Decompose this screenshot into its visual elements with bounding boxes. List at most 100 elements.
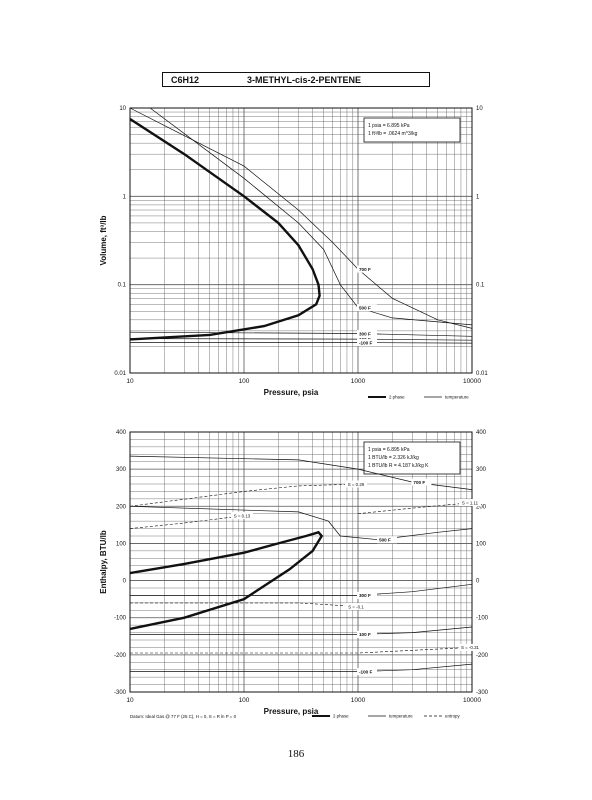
x-tick-label: 100 xyxy=(239,378,250,385)
plot-frame xyxy=(129,107,473,374)
page-number: 186 xyxy=(287,748,305,760)
isotherm-line xyxy=(129,338,473,341)
chart-panel-volume: 10 100 1000 100000.010.11100.010.1110Pressu… xyxy=(99,106,488,400)
y-tick-label-left: 200 xyxy=(116,504,127,510)
x-tick-label: 10000 xyxy=(463,378,481,385)
isotherm-line xyxy=(130,583,473,596)
isotherm-label: -100 F xyxy=(359,340,372,345)
y-tick-label-right: 0.1 xyxy=(476,283,485,289)
two-phase-curve xyxy=(129,530,324,631)
y-tick-label-left: 1 xyxy=(123,194,127,200)
legend-label: 2 phase xyxy=(333,714,349,719)
datum-footnote: Datum: Ideal Gas @ 77 F (25 C), H = 0, S… xyxy=(130,714,237,719)
isotherm-label-bg xyxy=(357,304,377,312)
x-tick-label: 10 xyxy=(126,378,134,385)
chart-panel-enthalpy: 10 100 1000 10000-300-200-1000100200300400-… xyxy=(99,430,489,719)
entropy-label-bg xyxy=(345,480,367,488)
isotherm-label-bg xyxy=(357,591,377,599)
entropy-label: S = 1.11 xyxy=(462,500,479,505)
two-phase-curve xyxy=(129,117,321,341)
x-axis-label: Pressure, psia xyxy=(264,388,319,397)
isotherm-line xyxy=(130,626,473,635)
isotherm-label-bg xyxy=(357,630,377,638)
y-tick-label-left: 0.1 xyxy=(118,283,127,289)
entropy-line xyxy=(130,647,473,654)
conversion-box xyxy=(363,117,461,143)
entropy-line xyxy=(129,483,359,507)
y-tick-label-right: 400 xyxy=(476,430,487,436)
x-tick-label: 1000 xyxy=(351,697,366,704)
y-tick-label-right: 10 xyxy=(476,106,483,112)
y-tick-label-left: 300 xyxy=(116,467,127,473)
y-tick-label-left: -300 xyxy=(114,690,127,696)
x-tick-label: 10000 xyxy=(463,697,481,704)
y-tick-label-right: 200 xyxy=(476,504,487,510)
compound-formula: C6H12 xyxy=(171,75,200,85)
chart-title-box: C6H12 3-METHYL-cis-2-PENTENE xyxy=(162,72,430,87)
y-tick-label-left: 0.01 xyxy=(114,371,126,377)
isotherm-label: 300 F xyxy=(359,593,371,598)
entropy-label-bg xyxy=(459,643,481,651)
y-tick-label-left: 400 xyxy=(116,430,127,436)
x-axis-label: Pressure, psia xyxy=(264,707,319,716)
y-tick-label-right: -300 xyxy=(476,690,489,696)
y-tick-label-left: 100 xyxy=(116,541,127,547)
y-tick-label-right: 0 xyxy=(476,579,480,585)
entropy-label: S = -0.31 xyxy=(461,645,479,650)
conversion-text: 1 psia = 6.895 kPa xyxy=(368,447,410,453)
isotherm-label: -100 F xyxy=(359,669,372,674)
y-axis-label: Enthalpy, BTU/lb xyxy=(99,530,108,594)
conversion-text: 1 psia = 6.895 kPa xyxy=(368,123,410,129)
y-tick-label-left: 10 xyxy=(119,106,126,112)
isotherm-label-bg xyxy=(357,265,377,273)
isotherm-label: 500 F xyxy=(379,538,391,543)
legend-label: temperature xyxy=(445,395,469,400)
legend-label: entropy xyxy=(445,714,460,719)
conversion-text: 1 BTU/lb = 2.326 kJ/kg xyxy=(368,455,419,461)
isotherm-label: 500 F xyxy=(359,305,371,310)
y-tick-label-right: -100 xyxy=(476,616,489,622)
y-axis-label: Volume, ft³/lb xyxy=(99,215,108,265)
entropy-label-bg xyxy=(345,603,367,611)
isotherm-label-bg xyxy=(357,668,377,676)
x-tick-label: 100 xyxy=(239,697,250,704)
y-tick-label-right: 0.01 xyxy=(476,371,488,377)
isotherm-line xyxy=(129,505,473,541)
legend-label: temperature xyxy=(389,714,413,719)
y-tick-label-left: 0 xyxy=(123,579,127,585)
entropy-label-bg xyxy=(231,512,253,520)
isotherm-label: 700 F xyxy=(413,480,425,485)
isotherm-label-bg xyxy=(377,536,398,544)
isotherm-line xyxy=(129,107,473,329)
conversion-text: 1 BTU/lb R = 4.187 kJ/kg K xyxy=(368,463,429,469)
isotherm-line xyxy=(129,342,473,344)
entropy-label: S = -0.1 xyxy=(348,604,364,609)
compound-name: 3-METHYL-cis-2-PENTENE xyxy=(247,75,362,85)
entropy-label: S = 0.13 xyxy=(234,513,251,518)
y-tick-label-right: 300 xyxy=(476,467,487,473)
isotherm-label: 300 F xyxy=(359,331,371,336)
entropy-line xyxy=(130,602,359,607)
entropy-line xyxy=(129,515,245,529)
conversion-box xyxy=(363,441,461,475)
x-tick-label: 10 xyxy=(126,697,134,704)
y-tick-label-right: 1 xyxy=(476,194,480,200)
entropy-label-bg xyxy=(459,499,481,507)
isotherm-line xyxy=(129,455,473,490)
y-tick-label-left: -200 xyxy=(114,653,127,659)
isotherm-label-bg xyxy=(411,478,432,486)
isotherm-label-bg xyxy=(357,330,377,338)
x-tick-label: 1000 xyxy=(351,378,366,385)
y-tick-label-left: -100 xyxy=(114,616,127,622)
conversion-text: 1 ft³/lb = .0624 m^3/kg xyxy=(368,131,418,137)
isotherm-label-bg xyxy=(357,339,377,347)
y-tick-label-right: -200 xyxy=(476,653,489,659)
isotherm-line xyxy=(149,107,473,326)
y-tick-label-right: 100 xyxy=(476,541,487,547)
entropy-line xyxy=(357,502,473,514)
isotherm-label: 700 F xyxy=(359,267,371,272)
legend-label: 2 phase xyxy=(389,395,405,400)
isotherm-label: 100 F xyxy=(359,632,371,637)
plot-frame xyxy=(129,431,473,693)
